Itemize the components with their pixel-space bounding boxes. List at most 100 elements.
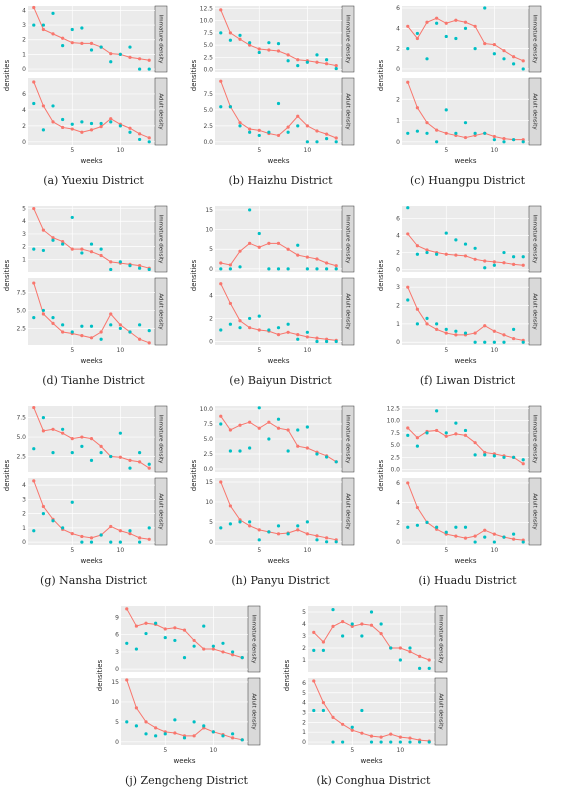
observed-point: [99, 533, 103, 537]
fitted-point: [305, 255, 309, 259]
observed-point: [219, 422, 223, 426]
fitted-point: [360, 731, 364, 735]
observed-point: [427, 666, 431, 670]
fitted-point: [61, 239, 65, 244]
observed-point: [41, 23, 45, 27]
caption: (a) Yuexiu District: [43, 174, 144, 187]
y-tick-label: 1: [22, 256, 26, 263]
y-tick-label: 10: [205, 499, 213, 506]
observed-point: [312, 708, 316, 713]
observed-point: [147, 140, 151, 144]
x-tick-label: 10: [304, 147, 312, 154]
observed-point: [99, 247, 103, 251]
chart: densities weeks Immature density 0.0 2.5 5.0 7…: [190, 405, 355, 565]
y-tick-label: 0: [302, 739, 306, 746]
fitted-point: [219, 480, 223, 484]
y-tick-label: 10.0: [200, 406, 214, 413]
fitted-point: [70, 127, 74, 131]
observed-point: [125, 641, 129, 645]
fitted-point: [231, 653, 235, 657]
fitted-point: [286, 247, 290, 251]
facet-strip: [154, 77, 168, 146]
observed-point: [454, 421, 458, 425]
observed-point: [483, 340, 487, 344]
caption: (k) Conghua District: [316, 774, 431, 787]
fitted-point: [286, 330, 290, 334]
fitted-point: [70, 531, 74, 536]
observed-point: [334, 540, 338, 544]
fitted-point: [321, 640, 325, 644]
fitted-point: [80, 130, 84, 134]
fitted-point: [248, 127, 252, 131]
fitted-point: [51, 120, 55, 124]
caption: (d) Tianhe District: [42, 374, 145, 387]
y-tick-label: 2: [302, 645, 306, 652]
panel-background: [121, 678, 248, 745]
fitted-point: [147, 466, 151, 470]
fitted-point: [32, 206, 36, 211]
y-tick-label: 4: [22, 107, 26, 114]
observed-point: [99, 121, 103, 126]
facet-strip: [434, 605, 448, 673]
observed-point: [473, 246, 477, 250]
fitted-point: [325, 132, 329, 136]
fitted-point: [70, 41, 74, 45]
observed-point: [502, 455, 506, 459]
fitted-point: [406, 285, 410, 289]
fitted-point: [463, 433, 468, 437]
observed-point: [379, 622, 383, 626]
fitted-point: [325, 337, 329, 341]
fitted-point: [483, 41, 487, 46]
observed-point: [138, 540, 142, 544]
fitted-point: [483, 324, 487, 328]
observed-point: [221, 641, 225, 645]
chart-panel: densities weeks Immature density 0 1 2 3 4 Adult…: [0, 0, 187, 200]
observed-point: [257, 314, 261, 318]
fitted-point: [334, 264, 338, 268]
fitted-point: [89, 250, 94, 254]
fitted-point: [512, 55, 516, 59]
fitted-point: [80, 334, 84, 338]
facet-strip-label: Adult density: [345, 493, 351, 530]
observed-point: [144, 631, 148, 636]
observed-point: [369, 740, 374, 744]
fitted-point: [109, 52, 113, 56]
observed-point: [61, 117, 65, 122]
fitted-point: [99, 125, 103, 129]
fitted-point: [435, 327, 439, 331]
facet-strip-label: Immature density: [532, 15, 538, 65]
fitted-point: [454, 333, 458, 337]
y-tick-label: 0: [22, 539, 26, 546]
fitted-point: [80, 41, 84, 46]
observed-point: [228, 267, 232, 271]
observed-point: [492, 340, 496, 344]
fitted-point: [257, 528, 261, 532]
observed-point: [221, 734, 225, 738]
fitted-point: [276, 49, 281, 53]
observed-point: [80, 251, 84, 255]
fitted-point: [125, 607, 129, 611]
facet-strip: [528, 277, 542, 346]
panel-background: [215, 206, 342, 272]
x-tick-label: 10: [117, 547, 125, 554]
observed-point: [286, 130, 290, 134]
y-tick-label: 4: [22, 7, 26, 14]
facet-strip-label: Immature density: [158, 15, 164, 65]
fitted-point: [99, 253, 103, 258]
y-tick-label: 4: [396, 233, 400, 240]
observed-point: [406, 47, 410, 51]
observed-point: [70, 215, 74, 220]
observed-point: [502, 340, 506, 344]
observed-point: [398, 740, 402, 744]
y-tick-label: 6: [22, 91, 26, 98]
panel-background: [28, 6, 155, 72]
observed-point: [389, 646, 393, 650]
fitted-point: [41, 27, 45, 32]
facet-strip-label: Immature density: [532, 415, 538, 465]
y-tick-label: 15: [205, 207, 213, 214]
fitted-point: [163, 627, 167, 631]
observed-point: [70, 450, 74, 455]
fitted-point: [312, 630, 316, 634]
fitted-point: [257, 328, 261, 332]
fitted-point: [463, 536, 468, 540]
